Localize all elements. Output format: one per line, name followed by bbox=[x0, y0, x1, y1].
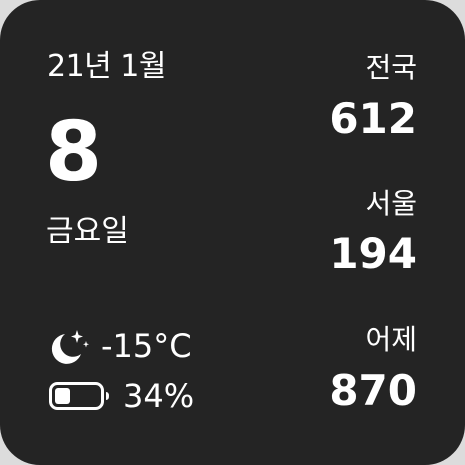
day-number: 8 bbox=[45, 105, 103, 200]
battery-row: 34% bbox=[49, 380, 194, 412]
battery-level-fill bbox=[55, 388, 70, 404]
stat-label-seoul: 서울 bbox=[365, 187, 417, 220]
stat-value-nationwide: 612 bbox=[329, 94, 417, 143]
temperature-text: -15°C bbox=[101, 327, 192, 365]
stat-value-yesterday: 870 bbox=[329, 366, 417, 415]
stat-label-nationwide: 전국 bbox=[365, 51, 417, 84]
moon-stars-icon bbox=[51, 330, 89, 364]
year-month-label: 21년 1월 bbox=[47, 49, 167, 84]
stat-label-yesterday: 어제 bbox=[365, 323, 417, 356]
battery-percent-text: 34% bbox=[123, 377, 195, 415]
battery-icon bbox=[49, 382, 109, 410]
stat-value-seoul: 194 bbox=[329, 229, 417, 278]
weather-row: -15°C bbox=[49, 326, 192, 366]
weekday-label: 금요일 bbox=[46, 214, 129, 249]
